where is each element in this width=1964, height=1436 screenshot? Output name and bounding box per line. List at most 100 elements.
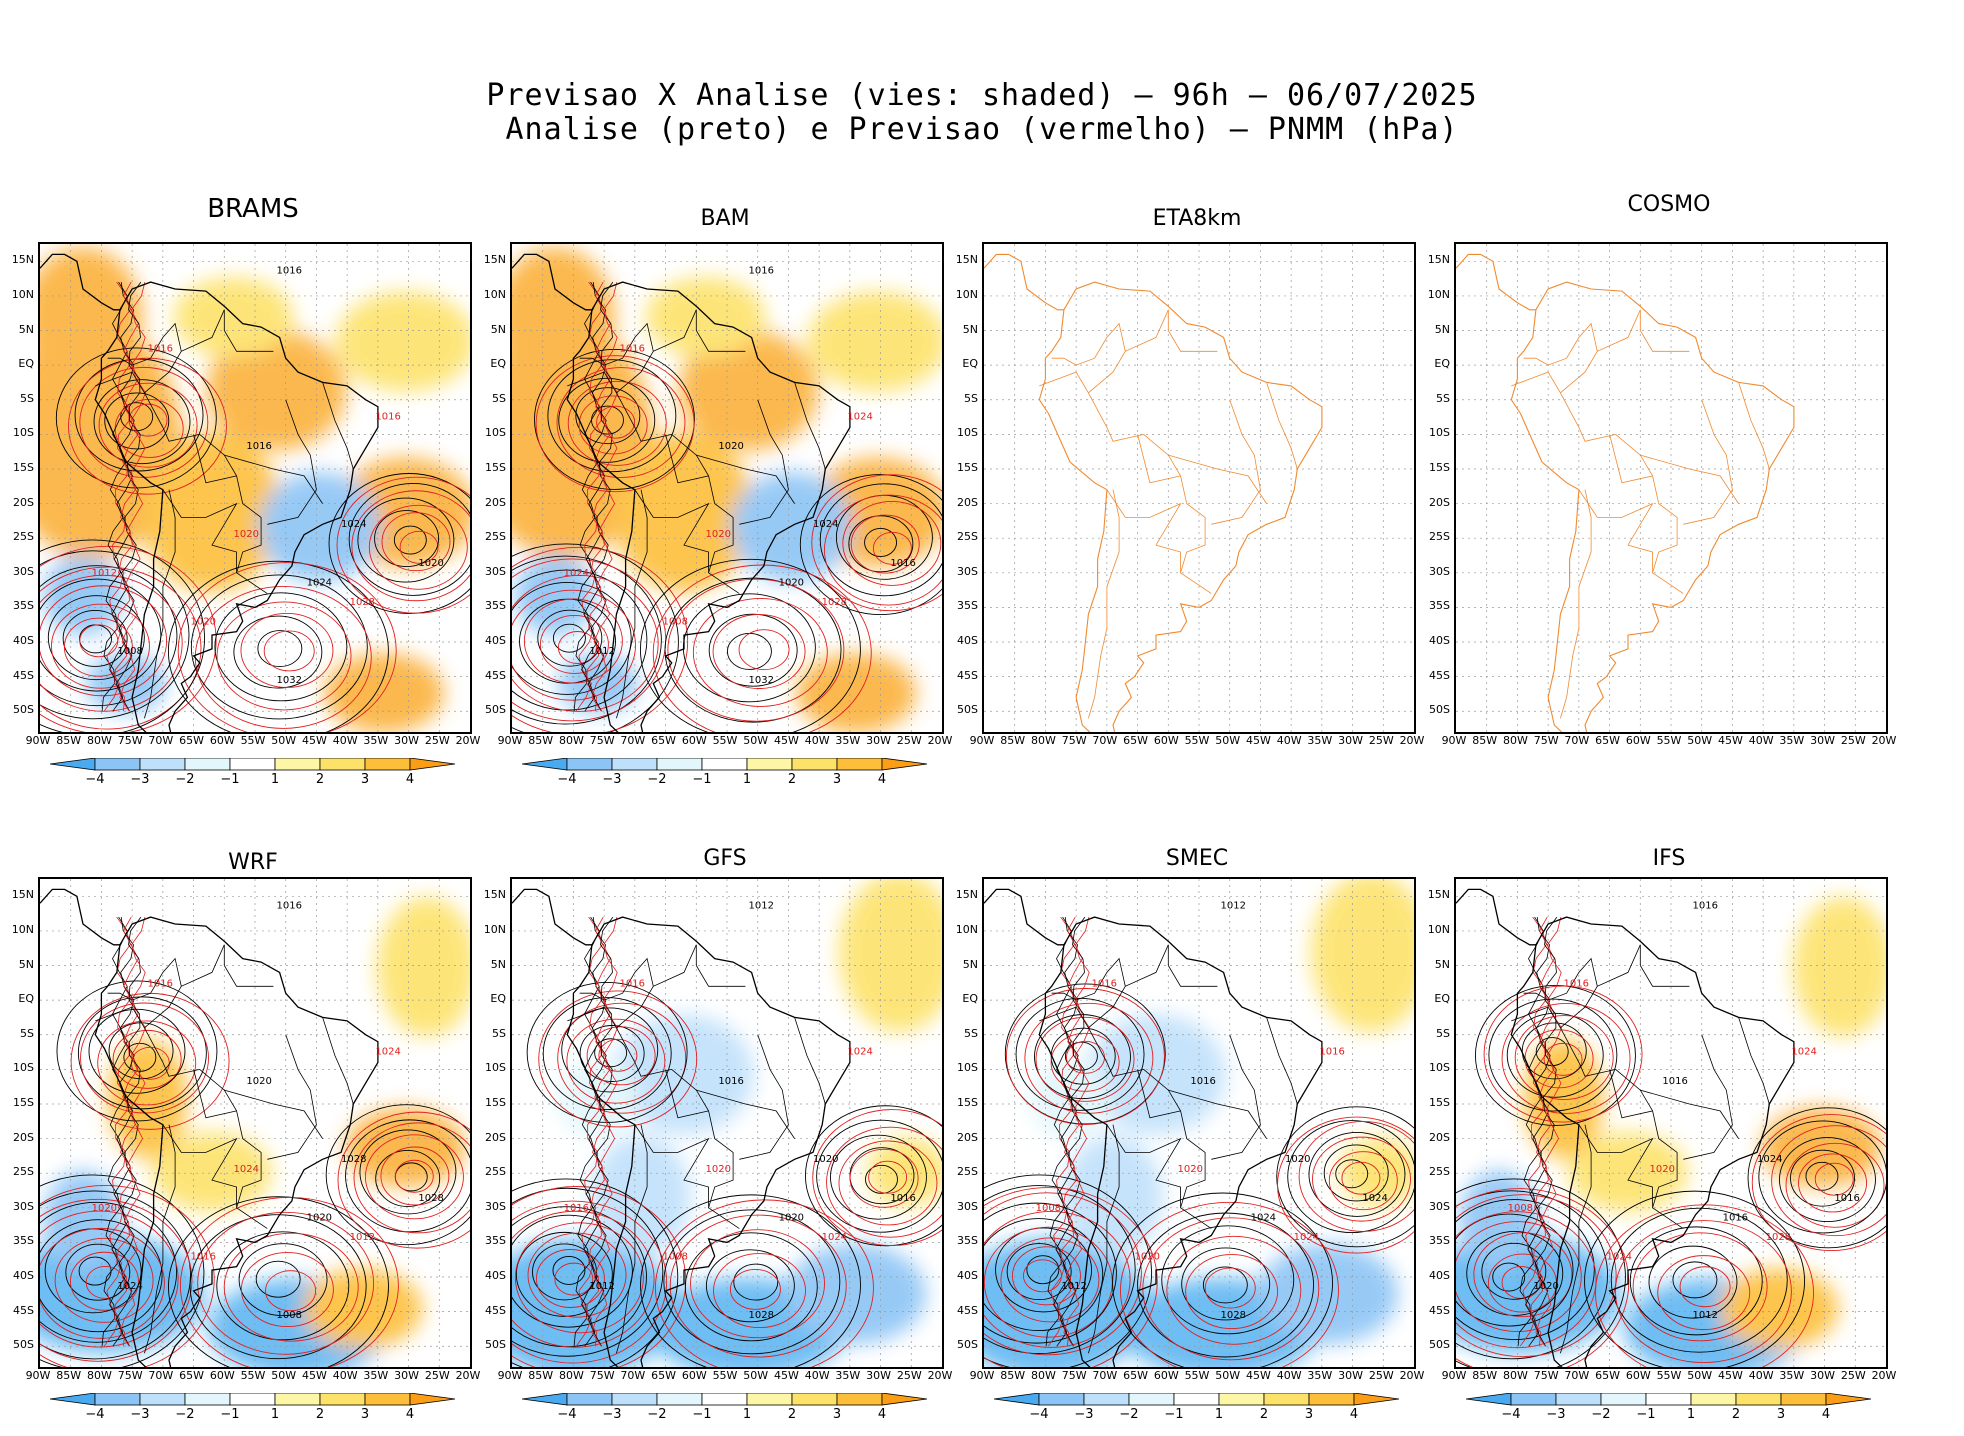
colorbar-label: −1 <box>220 772 240 787</box>
y-tick-label: 5S <box>1436 391 1450 405</box>
y-tick-label: 20S <box>957 1130 978 1144</box>
y-tick-label: 10N <box>11 922 34 936</box>
colorbar-label: −3 <box>1074 1407 1094 1422</box>
x-tick-label: 45W <box>773 734 799 747</box>
x-tick-label: 25W <box>1368 1369 1394 1382</box>
x-tick-label: 55W <box>1656 734 1682 747</box>
x-tick-label: 60W <box>1153 1369 1179 1382</box>
isobar-label: 1016 <box>564 1203 589 1214</box>
y-tick-label: 5S <box>964 1026 978 1040</box>
y-tick-label: 15S <box>957 1095 978 1109</box>
y-tick-label: 10S <box>13 426 34 440</box>
y-tick-label: 25S <box>957 1165 978 1179</box>
isobar-label: 1012 <box>1693 1310 1718 1321</box>
x-tick-label: 40W <box>1748 734 1774 747</box>
colorbar-label: 1 <box>742 1407 752 1422</box>
y-tick-label: 35S <box>485 599 506 613</box>
coastline <box>512 888 851 1367</box>
x-tick-label: 50W <box>743 734 769 747</box>
isobar-label: 1020 <box>718 441 743 452</box>
y-tick-label: 45S <box>485 668 506 682</box>
bias-shading <box>984 879 1414 1367</box>
y-tick-label: 5S <box>20 391 34 405</box>
y-tick-label: 20S <box>1429 1130 1450 1144</box>
y-tick-label: 50S <box>13 1338 34 1352</box>
isobar-label: 1008 <box>663 1252 688 1263</box>
colorbar-label: 3 <box>360 772 370 787</box>
y-tick-label: 5S <box>492 391 506 405</box>
isobar-label: 1028 <box>1766 1232 1791 1243</box>
x-tick-label: 55W <box>1184 734 1210 747</box>
coastline <box>1456 888 1795 1367</box>
panel-title-bam: BAM <box>700 206 750 231</box>
y-tick-label: 20S <box>957 495 978 509</box>
isobar-label: 1020 <box>779 578 804 589</box>
y-tick-label: 10N <box>1427 922 1450 936</box>
isobar-label: 1020 <box>191 617 216 628</box>
bias-shading <box>40 896 470 1367</box>
colorbar-label: −4 <box>85 772 105 787</box>
colorbar-label: −4 <box>1501 1407 1521 1422</box>
y-tick-label: 10S <box>485 1061 506 1075</box>
y-tick-label: 5N <box>18 322 34 336</box>
y-tick-label: 25S <box>485 530 506 544</box>
x-tick-label: 85W <box>1472 1369 1498 1382</box>
isobar-label: 1028 <box>341 1154 366 1165</box>
isobar-label: 1020 <box>92 1203 117 1214</box>
isobar-label: 1024 <box>1607 1252 1632 1263</box>
isobar-label: 1016 <box>148 978 173 989</box>
x-tick-label: 65W <box>651 1369 676 1382</box>
x-tick-label: 20W <box>1871 734 1897 747</box>
y-tick-label: 10N <box>11 287 34 301</box>
y-tick-label: 50S <box>485 1338 506 1352</box>
isobar-label: 1024 <box>847 1047 872 1058</box>
isobar-label: 1028 <box>822 597 847 608</box>
y-tick-label: 40S <box>957 634 978 647</box>
x-tick-label: 30W <box>394 1369 419 1382</box>
y-tick-label: 15S <box>1429 460 1450 474</box>
colorbar <box>1466 1393 1872 1406</box>
isobar-label: 1020 <box>246 1076 271 1087</box>
panel-title-ifs: IFS <box>1652 846 1686 871</box>
x-tick-label: 40W <box>1748 1369 1774 1382</box>
isobar-label: 1016 <box>1092 978 1117 989</box>
y-tick-label: 30S <box>485 564 506 578</box>
y-tick-label: 20S <box>1429 495 1450 509</box>
isobar-label: 1016 <box>1319 1047 1344 1058</box>
isobar-label: 1020 <box>1285 1154 1310 1165</box>
isobar-label: 1016 <box>375 412 400 423</box>
x-tick-label: 40W <box>1276 1369 1302 1382</box>
y-tick-label: 10N <box>483 287 506 301</box>
colorbar-label: 3 <box>1776 1407 1786 1422</box>
y-tick-label: 10N <box>1427 287 1450 301</box>
x-tick-label: 30W <box>1338 1369 1363 1382</box>
isobar-label: 1028 <box>1221 1310 1246 1321</box>
x-tick-label: 35W <box>835 1369 861 1382</box>
y-tick-label: 50S <box>485 703 506 717</box>
colorbar-label: 2 <box>1259 1407 1269 1422</box>
isobar-label: 1024 <box>234 1164 259 1175</box>
x-tick-label: 20W <box>1399 734 1425 747</box>
x-tick-label: 85W <box>528 1369 554 1382</box>
x-tick-label: 90W <box>1441 734 1467 747</box>
x-tick-label: 20W <box>1871 1369 1897 1382</box>
y-tick-label: 45S <box>957 1303 978 1317</box>
colorbar-label: −1 <box>220 1407 240 1422</box>
isobar-label: 1024 <box>1757 1154 1782 1165</box>
x-tick-label: 30W <box>1810 734 1835 747</box>
x-tick-label: 35W <box>1307 734 1333 747</box>
x-tick-label: 60W <box>209 1369 235 1382</box>
y-tick-label: EQ <box>1434 357 1450 371</box>
colorbar-label: 4 <box>405 772 415 787</box>
map-panel-brams: 1016 1016 1016 1020 1024 1028 1032 1012 1008 1020… <box>38 242 472 734</box>
x-tick-label: 90W <box>969 1369 995 1382</box>
y-tick-label: 25S <box>485 1165 506 1179</box>
x-tick-label: 70W <box>1092 734 1118 747</box>
x-tick-label: 50W <box>1687 734 1713 747</box>
y-tick-label: 25S <box>1429 1165 1450 1179</box>
isobar-label: 1016 <box>191 1252 216 1263</box>
x-tick-label: 65W <box>1123 734 1148 747</box>
y-tick-label: 15N <box>483 253 506 267</box>
x-tick-label: 85W <box>528 734 554 747</box>
isobar-label: 1016 <box>246 441 271 452</box>
